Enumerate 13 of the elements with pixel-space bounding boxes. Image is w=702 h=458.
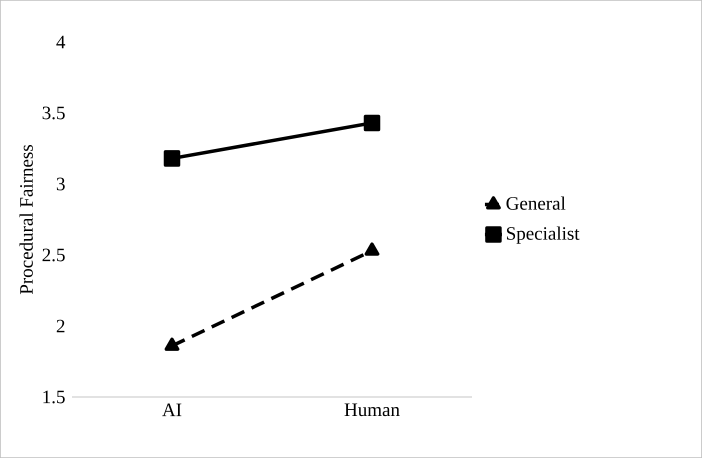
y-axis-title: Procedural Fairness [19,145,33,294]
legend-label: Specialist [506,226,580,244]
y-tick-label: 2.5 [42,248,65,262]
point [164,150,180,167]
y-tick-label: 1.5 [43,390,65,404]
x-tick-label: AI [162,404,182,416]
x-tick-label: Human [344,404,400,416]
legend-label: General [506,196,566,210]
point [364,114,380,132]
y-tick-label: 4 [56,36,66,48]
y-tick-label: 3.5 [42,106,65,120]
y-tick-label: 3 [56,178,65,190]
y-tick-label: 2 [56,320,64,332]
